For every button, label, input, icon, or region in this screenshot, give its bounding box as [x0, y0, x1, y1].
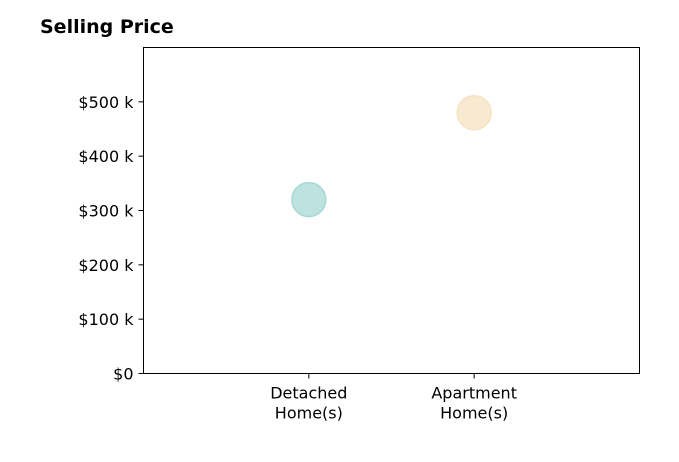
y-tick-label: $0 — [113, 365, 133, 384]
data-points — [291, 94, 492, 218]
x-axis: Detached Home(s) Apartment Home(s) — [270, 373, 517, 423]
y-tick-label: $300 k — [78, 202, 134, 221]
plot-area-frame — [143, 47, 640, 374]
y-tick-label: $100 k — [78, 310, 134, 329]
x-tick-label: Apartment Home(s) — [431, 384, 517, 423]
y-axis: $0 $100 k $200 k $300 k $400 k $500 k — [78, 93, 144, 384]
x-tick-label: Detached Home(s) — [270, 384, 347, 423]
data-point — [456, 94, 492, 131]
y-tick-label: $400 k — [78, 147, 134, 166]
y-tick-label: $200 k — [78, 256, 134, 275]
y-tick-label: $500 k — [78, 93, 134, 112]
data-point — [291, 181, 327, 218]
chart-title: Selling Price — [40, 16, 174, 38]
